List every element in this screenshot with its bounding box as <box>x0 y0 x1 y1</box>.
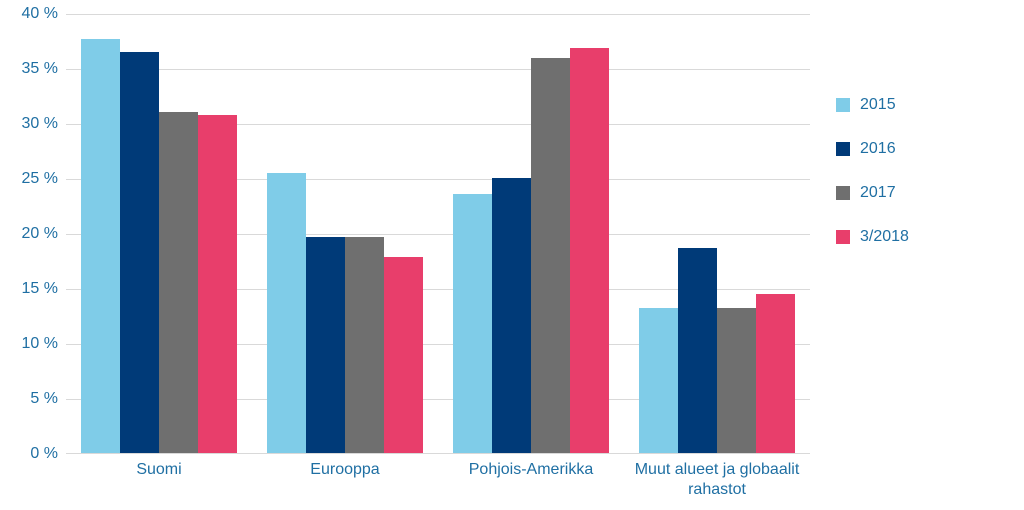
bars-row <box>639 14 795 453</box>
y-tick-label: 40 % <box>8 5 58 23</box>
x-tick-label: Suomi <box>66 460 252 500</box>
category-group <box>252 14 438 453</box>
bar <box>198 115 237 453</box>
category-group <box>438 14 624 453</box>
legend-label: 3/2018 <box>860 228 909 246</box>
bar-groups <box>66 14 810 453</box>
legend: 2015 2016 2017 3/2018 <box>836 96 909 246</box>
bar <box>717 308 756 453</box>
legend-label: 2016 <box>860 140 896 158</box>
legend-swatch <box>836 142 850 156</box>
bar <box>453 194 492 453</box>
category-group <box>66 14 252 453</box>
legend-label: 2017 <box>860 184 896 202</box>
plot-area <box>66 14 810 454</box>
bars-row <box>81 14 237 453</box>
y-tick-label: 20 % <box>8 225 58 243</box>
legend-item: 3/2018 <box>836 228 909 246</box>
legend-item: 2016 <box>836 140 909 158</box>
bar <box>678 248 717 453</box>
bars-row <box>267 14 423 453</box>
bar <box>570 48 609 453</box>
x-tick-label: Pohjois-Amerikka <box>438 460 624 500</box>
x-tick-label: Eurooppa <box>252 460 438 500</box>
bar <box>159 112 198 453</box>
x-axis-labels: SuomiEurooppaPohjois-AmerikkaMuut alueet… <box>66 460 810 500</box>
bars-row <box>453 14 609 453</box>
bar <box>639 308 678 453</box>
legend-item: 2015 <box>836 96 909 114</box>
legend-item: 2017 <box>836 184 909 202</box>
bar <box>756 294 795 453</box>
y-tick-label: 25 % <box>8 170 58 188</box>
y-tick-label: 15 % <box>8 280 58 298</box>
legend-swatch <box>836 98 850 112</box>
bar <box>120 52 159 453</box>
bar <box>384 257 423 453</box>
legend-label: 2015 <box>860 96 896 114</box>
x-tick-label: Muut alueet ja globaalit rahastot <box>624 460 810 500</box>
legend-swatch <box>836 230 850 244</box>
legend-swatch <box>836 186 850 200</box>
bar-chart: 0 % 5 % 10 % 15 % 20 % 25 % 30 % 35 % 40 % Suomi… <box>8 8 1016 502</box>
y-tick-label: 5 % <box>8 390 58 408</box>
category-group <box>624 14 810 453</box>
bar <box>267 173 306 453</box>
bar <box>531 58 570 453</box>
bar <box>81 39 120 453</box>
bar <box>345 237 384 453</box>
y-tick-label: 35 % <box>8 60 58 78</box>
y-tick-label: 0 % <box>8 445 58 463</box>
y-tick-label: 30 % <box>8 115 58 133</box>
bar <box>492 178 531 453</box>
y-tick-label: 10 % <box>8 335 58 353</box>
bar <box>306 237 345 453</box>
